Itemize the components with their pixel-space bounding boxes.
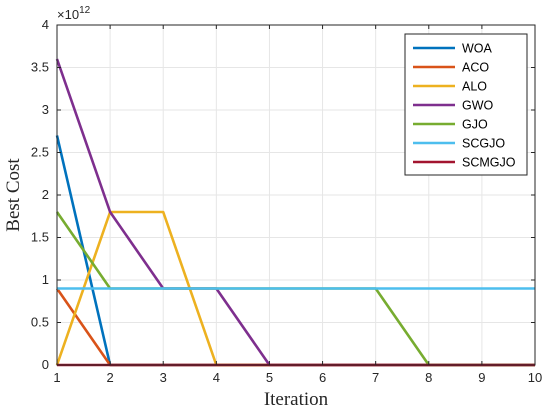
- y-tick-label: 1: [42, 272, 49, 287]
- x-tick-label: 5: [266, 370, 273, 385]
- legend-label: SCMGJO: [462, 156, 516, 170]
- x-tick-label: 6: [319, 370, 326, 385]
- x-axis-title: Iteration: [264, 389, 329, 410]
- x-tick-label: 1: [53, 370, 60, 385]
- x-tick-label: 9: [478, 370, 485, 385]
- legend-label: SCGJO: [462, 137, 505, 151]
- legend-label: ACO: [462, 61, 489, 75]
- legend-label: WOA: [462, 42, 493, 56]
- x-tick-label: 8: [425, 370, 432, 385]
- ticks: 1 2 3 4 5 6 7 8 9 10 0 0.5 1 1.5 2 2.5 3 3.5 4: [31, 17, 542, 385]
- y-tick-label: 0.5: [31, 315, 49, 330]
- y-tick-label: 0: [42, 357, 49, 372]
- x-tick-label: 3: [160, 370, 167, 385]
- y-tick-label: 2.5: [31, 145, 49, 160]
- y-tick-label: 3: [42, 102, 49, 117]
- y-tick-label: 2: [42, 187, 49, 202]
- x-tick-label: 7: [372, 370, 379, 385]
- legend: WOA ACO ALO GWO GJO SCGJO SCMGJO: [404, 33, 528, 176]
- legend-label: ALO: [462, 80, 487, 94]
- x-tick-label: 2: [106, 370, 113, 385]
- y-tick-label: 1.5: [31, 230, 49, 245]
- legend-label: GWO: [462, 99, 494, 113]
- y-tick-label: 4: [42, 17, 49, 32]
- y-tick-label: 3.5: [31, 60, 49, 75]
- y-exponent-label: ×1012: [57, 5, 91, 22]
- x-tick-label: 10: [528, 370, 542, 385]
- legend-label: GJO: [462, 118, 488, 132]
- x-tick-label: 4: [213, 370, 220, 385]
- y-axis-title: Best Cost: [3, 158, 24, 232]
